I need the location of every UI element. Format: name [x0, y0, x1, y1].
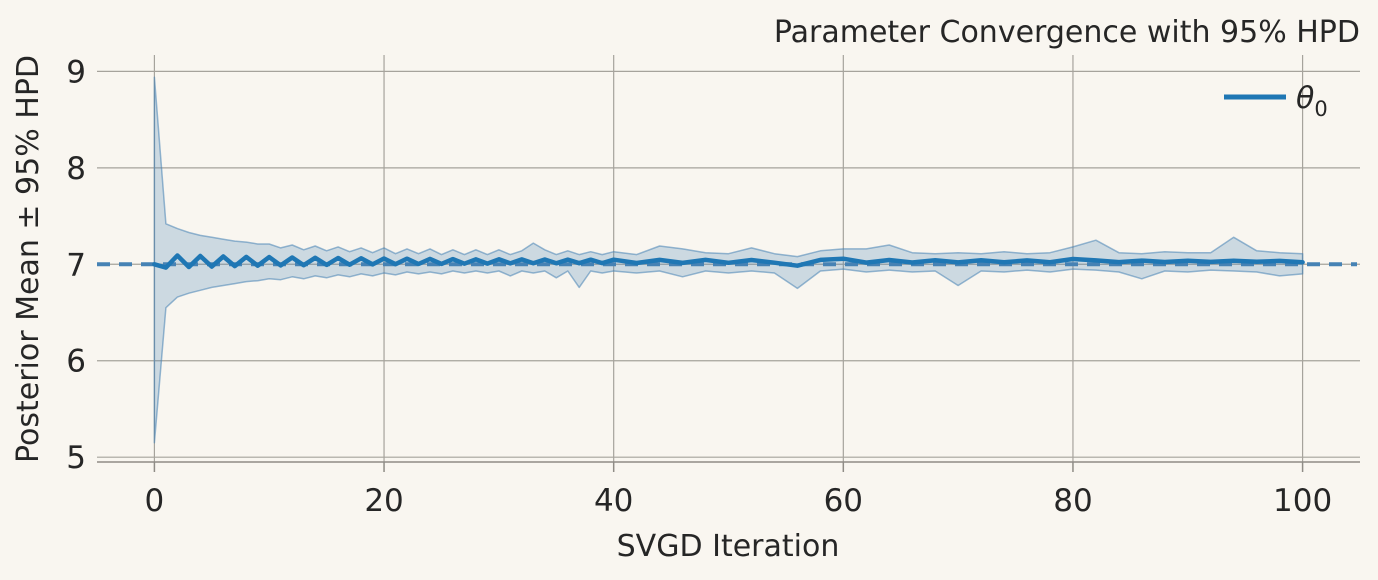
chart-title: Parameter Convergence with 95% HPD [774, 15, 1360, 50]
legend-symbol: θ [1296, 81, 1314, 116]
legend-label: θ0 [1296, 81, 1328, 121]
y-axis-label: Posterior Mean ± 95% HPD [11, 55, 46, 463]
y-tick-label: 9 [66, 54, 86, 90]
hpd-band [153, 76, 1304, 444]
x-tick-label: 60 [824, 483, 863, 519]
legend-subscript: 0 [1314, 97, 1327, 121]
y-tick-label: 5 [66, 440, 86, 476]
x-tick-label: 0 [145, 483, 165, 519]
legend: θ0 [1224, 81, 1328, 121]
y-tick-label: 6 [66, 344, 86, 380]
x-tick-label: 100 [1273, 483, 1332, 519]
posterior-mean-line [152, 253, 1305, 270]
x-axis-label: SVGD Iteration [617, 529, 840, 564]
hpd-band-area [153, 76, 1304, 444]
axis-spine-and-ticks [97, 461, 1360, 472]
y-tick-label: 7 [66, 247, 86, 283]
x-tick-label: 20 [364, 483, 403, 519]
x-tick-label: 80 [1053, 483, 1092, 519]
mean-line [152, 253, 1305, 270]
y-tick-label: 8 [66, 151, 86, 187]
tick-labels: 0 20 40 60 80 100 5 6 7 8 9 [66, 54, 1332, 519]
x-tick-label: 40 [594, 483, 633, 519]
